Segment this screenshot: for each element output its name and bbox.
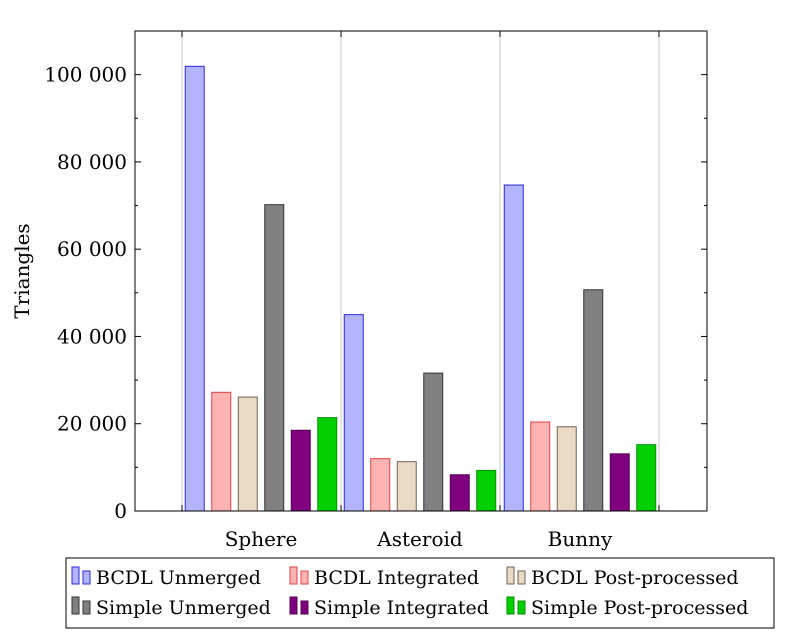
x-tick-label: Sphere — [225, 527, 298, 551]
bar-sphere-bcdl-integrated — [211, 391, 232, 512]
legend-label: BCDL Integrated — [314, 567, 479, 589]
legend-swatch — [517, 600, 526, 615]
bar-bunny-simple-post-processed — [636, 444, 657, 512]
bar-sphere-simple-unmerged — [264, 204, 285, 512]
legend-label: Simple Post-processed — [531, 597, 748, 619]
legend-entry: Simple Post-processed — [506, 596, 748, 619]
bar-bunny-bcdl-unmerged — [503, 184, 524, 512]
bar-asteroid-bcdl-post-processed — [396, 461, 417, 512]
y-tick-label: 80 000 — [57, 150, 127, 174]
y-tick-label: 0 — [114, 499, 127, 523]
bar-sphere-simple-integrated — [290, 429, 311, 512]
plot-frame — [134, 30, 708, 512]
legend-swatch — [506, 596, 515, 615]
bar-sphere-simple-post-processed — [317, 417, 338, 512]
bar-asteroid-simple-post-processed — [476, 469, 497, 512]
y-axis-label: Triangles — [10, 223, 34, 318]
bar-asteroid-simple-integrated — [449, 474, 470, 512]
y-tick-label: 100 000 — [44, 63, 127, 87]
bar-sphere-bcdl-post-processed — [237, 396, 258, 512]
legend-swatch — [506, 566, 515, 585]
legend-swatch — [82, 570, 91, 585]
y-tick-label: 20 000 — [57, 412, 127, 436]
grid-lines — [181, 31, 660, 511]
axis-ticks: 0 20 000 40 000 60 000 80 000 100 000 Sphere As… — [44, 31, 707, 551]
legend-swatch — [71, 566, 80, 585]
legend-label: Simple Integrated — [314, 597, 489, 619]
legend-swatch — [289, 566, 298, 585]
legend-label: BCDL Post-processed — [531, 567, 738, 589]
bar-bunny-bcdl-integrated — [530, 421, 551, 512]
bar-asteroid-bcdl-unmerged — [343, 314, 364, 512]
legend: BCDL Unmerged BCDL Integrated BCDL Post-pr… — [65, 557, 775, 629]
y-tick-label: 40 000 — [57, 324, 127, 348]
bar-asteroid-simple-unmerged — [423, 372, 444, 512]
legend-entry: BCDL Post-processed — [506, 566, 738, 589]
bar-asteroid-bcdl-integrated — [370, 458, 391, 512]
legend-entry: Simple Integrated — [289, 596, 489, 619]
legend-label: BCDL Unmerged — [96, 567, 261, 589]
legend-label: Simple Unmerged — [96, 597, 271, 619]
bar-bunny-simple-integrated — [609, 453, 630, 512]
legend-entry: BCDL Unmerged — [71, 566, 261, 589]
legend-entry: BCDL Integrated — [289, 566, 479, 589]
legend-swatch — [300, 600, 309, 615]
legend-box — [65, 557, 775, 629]
legend-swatch — [71, 596, 80, 615]
x-tick-label: Bunny — [548, 527, 613, 551]
bar-bunny-bcdl-post-processed — [556, 426, 577, 512]
x-tick-label: Asteroid — [376, 527, 463, 551]
legend-swatch — [517, 570, 526, 585]
legend-swatch — [289, 596, 298, 615]
legend-swatch — [300, 570, 309, 585]
y-tick-label: 60 000 — [57, 237, 127, 261]
legend-swatch — [82, 600, 91, 615]
bar-sphere-bcdl-unmerged — [184, 65, 205, 512]
bars — [184, 65, 657, 512]
bar-bunny-simple-unmerged — [583, 289, 604, 512]
legend-entry: Simple Unmerged — [71, 596, 271, 619]
